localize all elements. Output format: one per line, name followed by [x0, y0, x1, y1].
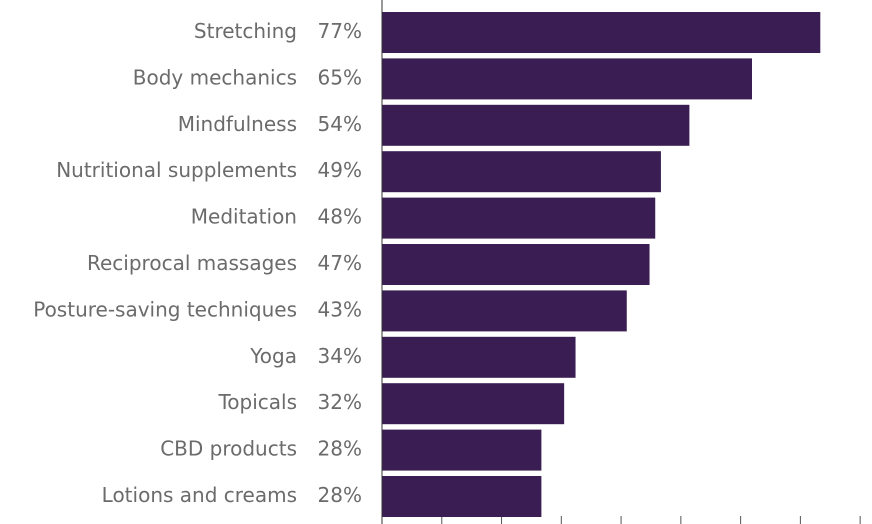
category-label: Reciprocal massages — [87, 251, 297, 275]
value-label: 77% — [318, 19, 362, 43]
bar — [382, 476, 542, 517]
bar — [382, 58, 752, 100]
value-label: 47% — [318, 251, 362, 275]
value-label: 48% — [318, 205, 362, 229]
category-label: Body mechanics — [133, 65, 297, 89]
value-label: 49% — [318, 158, 362, 182]
value-label: 65% — [318, 65, 362, 89]
category-label: Yoga — [249, 344, 297, 368]
category-label: Nutritional supplements — [56, 158, 297, 182]
category-label: Stretching — [194, 19, 297, 43]
bar — [382, 151, 661, 193]
bar — [382, 104, 690, 146]
value-label: 54% — [318, 112, 362, 136]
bar — [382, 12, 821, 53]
category-label: Lotions and creams — [102, 483, 297, 507]
category-label: Posture-saving techniques — [33, 297, 297, 321]
bar — [382, 290, 627, 332]
category-label: Topicals — [217, 390, 297, 414]
value-label: 28% — [318, 483, 362, 507]
category-label: CBD products — [160, 437, 297, 461]
bar — [382, 244, 650, 285]
bar — [382, 429, 542, 471]
bar — [382, 336, 576, 378]
category-label: Mindfulness — [178, 112, 297, 136]
value-label: 28% — [318, 437, 362, 461]
value-label: 32% — [318, 390, 362, 414]
bar — [382, 197, 656, 239]
category-label: Meditation — [191, 205, 297, 229]
bar — [382, 383, 565, 425]
value-label: 43% — [318, 297, 362, 321]
value-label: 34% — [318, 344, 362, 368]
